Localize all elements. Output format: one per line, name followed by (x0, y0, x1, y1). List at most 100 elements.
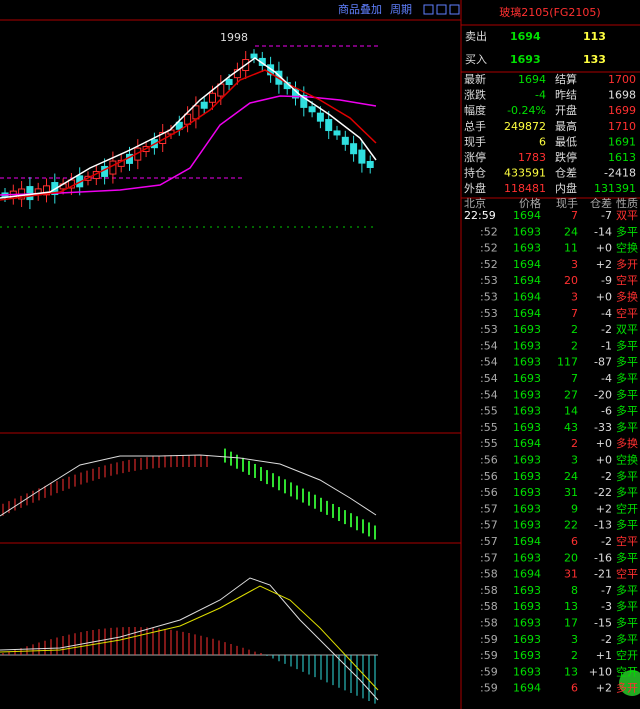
tick-time: :55 (480, 437, 498, 450)
tick-volume: 7 (571, 209, 578, 222)
tick-time: :53 (480, 323, 498, 336)
tick-header: 北京 (464, 196, 486, 210)
stat-value: 1691 (608, 135, 636, 148)
candle (192, 105, 200, 120)
tick-time: :58 (480, 568, 498, 581)
tick-volume: 2 (571, 437, 578, 450)
window-buttons (423, 4, 460, 15)
tick-oi: -1 (601, 339, 612, 352)
stat-value: 433591 (504, 167, 546, 180)
tick-time: :56 (480, 486, 498, 499)
tick-volume: 22 (564, 519, 578, 532)
stat-label: 内盘 (555, 181, 577, 195)
tick-time: :59 (480, 665, 498, 678)
tick-volume: 13 (564, 600, 578, 613)
tick-volume: 27 (564, 388, 578, 401)
tick-oi: -7 (601, 209, 612, 222)
stat-value: 1698 (608, 89, 636, 102)
stat-label: 跌停 (555, 150, 577, 164)
stat-label: 总手 (464, 119, 486, 133)
ma-line (0, 95, 377, 196)
quote-label: 买入 (465, 53, 487, 66)
tick-time: :55 (480, 421, 498, 434)
tick-price: 1694 (513, 682, 541, 695)
tick-volume: 31 (564, 568, 578, 581)
tick-kind: 双平 (616, 209, 638, 222)
tick-time: :58 (480, 617, 498, 630)
tick-oi: -6 (601, 405, 612, 418)
stat-value: 1699 (608, 104, 636, 117)
tick-time: :58 (480, 584, 498, 597)
tick-price: 1693 (513, 356, 541, 369)
tick-oi: +0 (596, 291, 612, 304)
tick-kind: 多换 (616, 436, 638, 450)
tick-oi: -2 (601, 633, 612, 646)
tick-volume: 9 (571, 502, 578, 515)
tick-kind: 多平 (616, 224, 638, 238)
stat-label: 幅度 (464, 103, 486, 117)
stat-value: -2418 (604, 167, 636, 180)
tick-time: :54 (480, 388, 498, 401)
quote-volume: 133 (583, 53, 606, 66)
tick-time: :53 (480, 274, 498, 287)
tick-price: 1693 (513, 421, 541, 434)
tick-price: 1693 (513, 486, 541, 499)
stat-label: 涨停 (464, 150, 486, 164)
tick-oi: -13 (594, 519, 612, 532)
tick-price: 1693 (513, 405, 541, 418)
float-badge[interactable] (619, 670, 640, 696)
tick-kind: 空平 (616, 306, 638, 320)
stat-value: 249872 (504, 120, 546, 133)
tick-oi: +0 (596, 437, 612, 450)
stat-label: 外盘 (464, 181, 486, 195)
tick-time: :57 (480, 535, 498, 548)
tick-volume: 7 (571, 372, 578, 385)
tick-price: 1694 (513, 291, 541, 304)
quote-volume: 113 (583, 30, 606, 43)
overlay-button[interactable]: 商品叠加 (338, 2, 382, 16)
period-button[interactable]: 周期 (390, 3, 412, 16)
tick-price: 1694 (513, 307, 541, 320)
stat-value: -4 (535, 89, 546, 102)
tick-time: :52 (480, 242, 498, 255)
stat-value: 1710 (608, 120, 636, 133)
tick-kind: 多开 (616, 681, 638, 695)
macd-pane (2, 448, 376, 540)
tick-price: 1693 (513, 502, 541, 515)
stat-label: 现手 (464, 134, 486, 148)
stat-label: 最高 (555, 119, 577, 133)
tick-kind: 多平 (616, 632, 638, 646)
stat-value: 1783 (518, 151, 546, 164)
candle (200, 101, 208, 109)
tick-kind: 空平 (616, 567, 638, 581)
tick-oi: +0 (596, 242, 612, 255)
ma-line (0, 69, 377, 201)
tick-volume: 24 (564, 225, 578, 238)
tick-oi: +0 (596, 454, 612, 467)
stat-value: 1694 (518, 73, 546, 86)
tick-kind: 多平 (616, 371, 638, 385)
tick-header: 价格 (519, 196, 541, 210)
candle (250, 53, 258, 59)
tick-price: 1693 (513, 339, 541, 352)
candle (26, 186, 34, 201)
tick-price: 1694 (513, 535, 541, 548)
tick-volume: 3 (571, 633, 578, 646)
tick-kind: 多平 (616, 550, 638, 564)
tick-volume: 2 (571, 323, 578, 336)
tick-price: 1693 (513, 617, 541, 630)
tick-time: :57 (480, 519, 498, 532)
tick-kind: 空开 (616, 501, 638, 515)
tick-time: :55 (480, 405, 498, 418)
candle (175, 121, 183, 130)
candle (325, 119, 333, 132)
tick-kind: 多平 (616, 583, 638, 597)
tick-oi: -3 (601, 600, 612, 613)
stat-value: 6 (539, 135, 546, 148)
tick-volume: 14 (564, 405, 578, 418)
tick-price: 1693 (513, 470, 541, 483)
tick-oi: +2 (596, 258, 612, 271)
tick-time: :52 (480, 225, 498, 238)
candle (366, 160, 374, 168)
dif-line (0, 577, 379, 701)
